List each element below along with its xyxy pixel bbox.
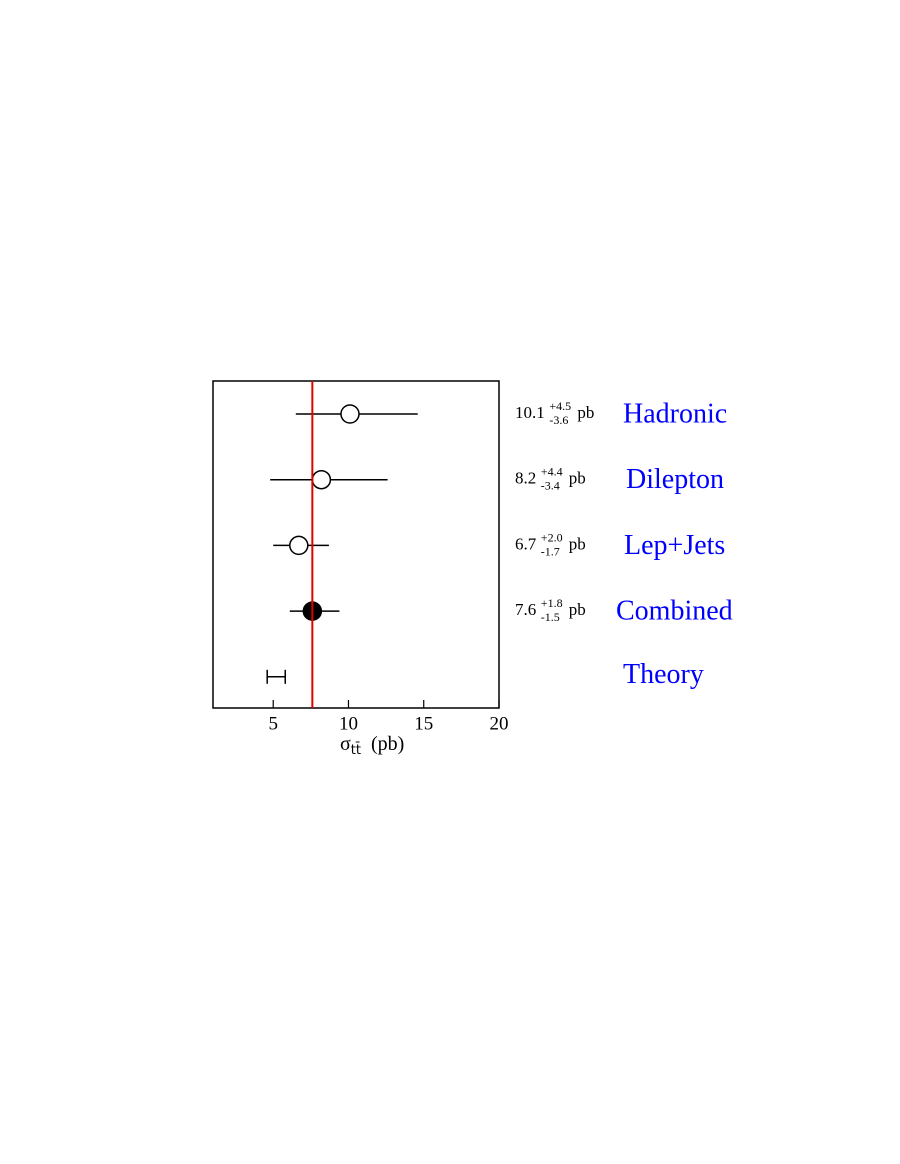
err-plus: +4.4 <box>541 464 563 478</box>
err-minus: -3.4 <box>541 478 560 492</box>
value: 7.6 <box>515 600 536 619</box>
category-label: Dilepton <box>626 464 724 495</box>
category-label: Hadronic <box>623 398 727 429</box>
plot-frame <box>212 380 500 709</box>
x-label-subscript: tt̄ <box>351 742 361 757</box>
x-label-symbol: σ <box>340 733 351 755</box>
value-label: 7.6 +1.8 -1.5 pb <box>515 596 586 624</box>
err-plus: +1.8 <box>541 596 563 610</box>
x-tick-label: 15 <box>414 713 433 734</box>
value: 8.2 <box>515 469 536 488</box>
category-label: Theory <box>623 659 704 690</box>
value: 10.1 <box>515 403 545 422</box>
err-plus: +2.0 <box>541 530 563 544</box>
err-minus: -3.6 <box>549 413 568 427</box>
point <box>289 535 309 556</box>
value-label: 10.1 +4.5 -3.6 pb <box>515 399 594 427</box>
x-tick-label: 5 <box>268 713 278 734</box>
value-label: 6.7 +2.0 -1.7 pb <box>515 530 586 558</box>
x-tick-label: 10 <box>339 713 358 734</box>
value-label: 8.2 +4.4 -3.4 pb <box>515 464 586 492</box>
category-label: Lep+Jets <box>624 530 725 561</box>
err-minus: -1.7 <box>541 544 560 558</box>
point <box>311 469 332 490</box>
x-tick-label: 20 <box>490 713 509 734</box>
unit: pb <box>569 469 586 488</box>
err-minus: -1.5 <box>541 610 560 624</box>
err-plus: +4.5 <box>549 399 571 413</box>
point <box>340 404 360 424</box>
x-axis-label: σtt̄ (pb) <box>340 733 404 758</box>
value: 6.7 <box>515 534 537 553</box>
category-label: Combined <box>616 596 733 627</box>
x-label-unit: (pb) <box>371 733 404 755</box>
unit: pb <box>569 534 586 553</box>
unit: pb <box>569 600 586 619</box>
unit: pb <box>577 403 594 422</box>
